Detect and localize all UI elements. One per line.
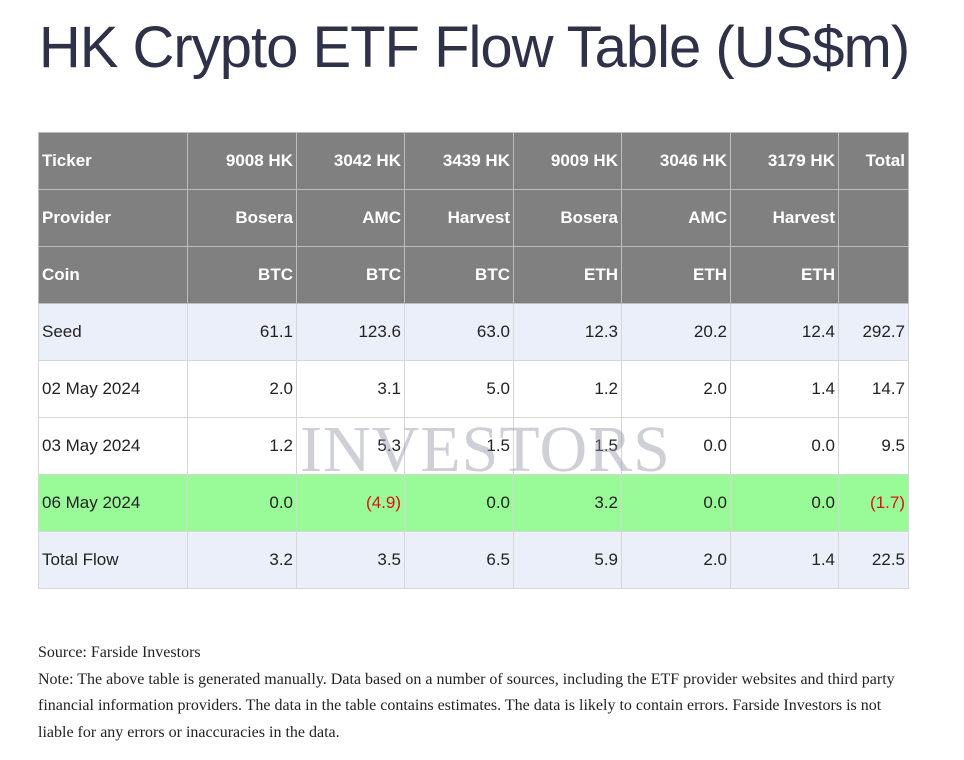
source-note: Source: Farside Investors	[38, 644, 201, 661]
table-row-date: 03 May 2024 1.2 5.3 1.5 1.5 0.0 0.0 9.5	[38, 417, 909, 475]
header-cell: 3179 HK	[730, 132, 839, 190]
table-cell: 22.5	[838, 531, 909, 589]
header-cell: BTC	[296, 246, 405, 304]
header-cell: 9009 HK	[513, 132, 622, 190]
table-cell: 1.5	[513, 417, 622, 475]
header-cell: BTC	[187, 246, 297, 304]
row-label: 03 May 2024	[38, 417, 188, 475]
disclaimer-note: Note: The above table is generated manua…	[38, 670, 895, 741]
table-cell: 12.3	[513, 303, 622, 361]
table-cell: 12.4	[730, 303, 839, 361]
footnotes: Source: Farside Investors Note: The abov…	[38, 640, 908, 746]
table-cell: 20.2	[621, 303, 731, 361]
table-cell: 5.9	[513, 531, 622, 589]
row-label: 06 May 2024	[38, 474, 188, 532]
table-cell: 6.5	[404, 531, 514, 589]
header-row-coin: Coin BTC BTC BTC ETH ETH ETH	[38, 246, 909, 304]
table-cell: 0.0	[621, 417, 731, 475]
table-cell: 292.7	[838, 303, 909, 361]
table-cell: 1.4	[730, 531, 839, 589]
header-cell: Bosera	[187, 189, 297, 247]
header-cell: BTC	[404, 246, 514, 304]
header-cell: Harvest	[730, 189, 839, 247]
header-cell: Bosera	[513, 189, 622, 247]
table-cell: 63.0	[404, 303, 514, 361]
header-label: Provider	[38, 189, 188, 247]
table-cell: 1.2	[513, 360, 622, 418]
table-cell: 2.0	[621, 360, 731, 418]
table-cell: 5.0	[404, 360, 514, 418]
table-cell: 1.4	[730, 360, 839, 418]
table-cell: 3.5	[296, 531, 405, 589]
table-cell-negative: (4.9)	[296, 474, 405, 532]
table-cell: 14.7	[838, 360, 909, 418]
header-row-ticker: Ticker 9008 HK 3042 HK 3439 HK 9009 HK 3…	[38, 132, 909, 190]
table-cell: 0.0	[621, 474, 731, 532]
table-cell: 5.3	[296, 417, 405, 475]
table-cell: 0.0	[730, 474, 839, 532]
table-cell: 3.2	[513, 474, 622, 532]
table-row-latest: 06 May 2024 0.0 (4.9) 0.0 3.2 0.0 0.0 (1…	[38, 474, 909, 532]
header-cell	[838, 189, 909, 247]
table-row-seed: Seed 61.1 123.6 63.0 12.3 20.2 12.4 292.…	[38, 303, 909, 361]
table-cell-negative: (1.7)	[838, 474, 909, 532]
header-cell	[838, 246, 909, 304]
header-label: Coin	[38, 246, 188, 304]
row-label: Total Flow	[38, 531, 188, 589]
page-title: HK Crypto ETF Flow Table (US$m)	[38, 15, 910, 80]
table-cell: 1.5	[404, 417, 514, 475]
table-body: Seed 61.1 123.6 63.0 12.3 20.2 12.4 292.…	[38, 303, 909, 589]
header-cell: ETH	[621, 246, 731, 304]
table-cell: 0.0	[404, 474, 514, 532]
table-row-total: Total Flow 3.2 3.5 6.5 5.9 2.0 1.4 22.5	[38, 531, 909, 589]
row-label: Seed	[38, 303, 188, 361]
table-row-date: 02 May 2024 2.0 3.1 5.0 1.2 2.0 1.4 14.7	[38, 360, 909, 418]
table-cell: 2.0	[187, 360, 297, 418]
header-cell: ETH	[513, 246, 622, 304]
table-cell: 0.0	[730, 417, 839, 475]
table-cell: 9.5	[838, 417, 909, 475]
table-cell: 61.1	[187, 303, 297, 361]
header-cell: AMC	[296, 189, 405, 247]
header-cell: ETH	[730, 246, 839, 304]
table-cell: 123.6	[296, 303, 405, 361]
table-cell: 0.0	[187, 474, 297, 532]
header-cell: Total	[838, 132, 909, 190]
header-cell: 3046 HK	[621, 132, 731, 190]
header-cell: 9008 HK	[187, 132, 297, 190]
header-cell: 3042 HK	[296, 132, 405, 190]
table-cell: 3.1	[296, 360, 405, 418]
header-label: Ticker	[38, 132, 188, 190]
header-cell: AMC	[621, 189, 731, 247]
etf-flow-table: Ticker 9008 HK 3042 HK 3439 HK 9009 HK 3…	[38, 132, 909, 589]
table-cell: 3.2	[187, 531, 297, 589]
table-cell: 2.0	[621, 531, 731, 589]
header-cell: 3439 HK	[404, 132, 514, 190]
row-label: 02 May 2024	[38, 360, 188, 418]
header-row-provider: Provider Bosera AMC Harvest Bosera AMC H…	[38, 189, 909, 247]
table-cell: 1.2	[187, 417, 297, 475]
table-header: Ticker 9008 HK 3042 HK 3439 HK 9009 HK 3…	[38, 132, 909, 304]
header-cell: Harvest	[404, 189, 514, 247]
